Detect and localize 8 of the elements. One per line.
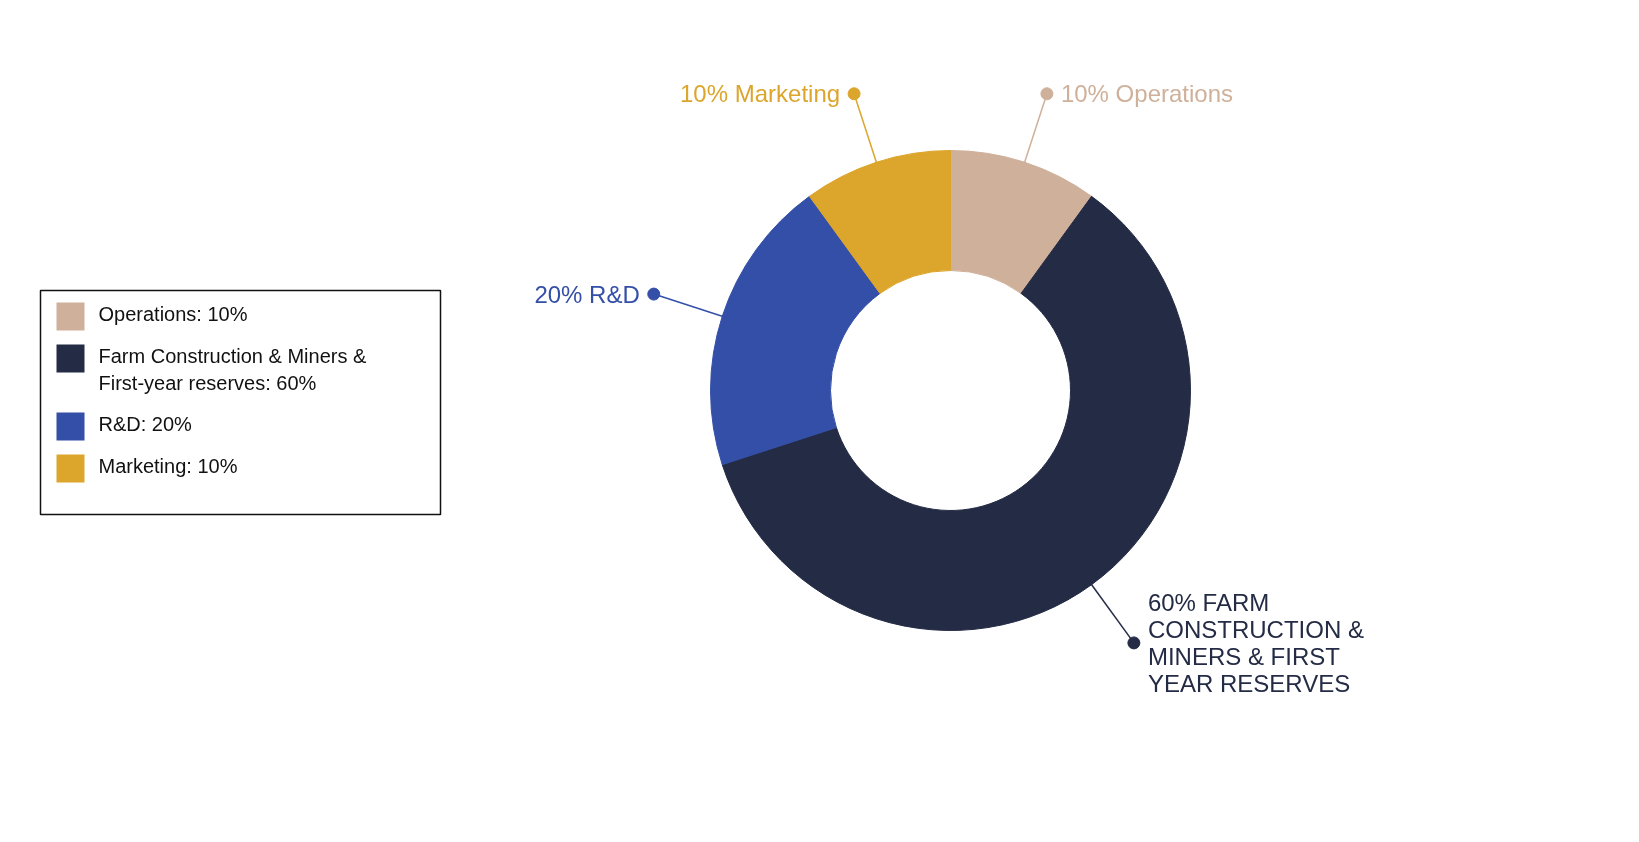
legend-label: R&D: 20%: [98, 412, 193, 435]
text: 10% Operations: [1060, 80, 1234, 108]
text: 10% Marketing: [680, 80, 841, 108]
text: 60% FARM CONSTRUCTION & MINERS & FIRST YEAR RESERVES: [1147, 588, 1364, 697]
legend-label: Farm Construction & Miners & First-year reserves: 60%: [98, 344, 368, 394]
text: 20% R&D: [534, 280, 640, 308]
legend-label: Marketing: 10%: [98, 454, 238, 477]
legend-label: Operations: 10%: [98, 302, 248, 325]
